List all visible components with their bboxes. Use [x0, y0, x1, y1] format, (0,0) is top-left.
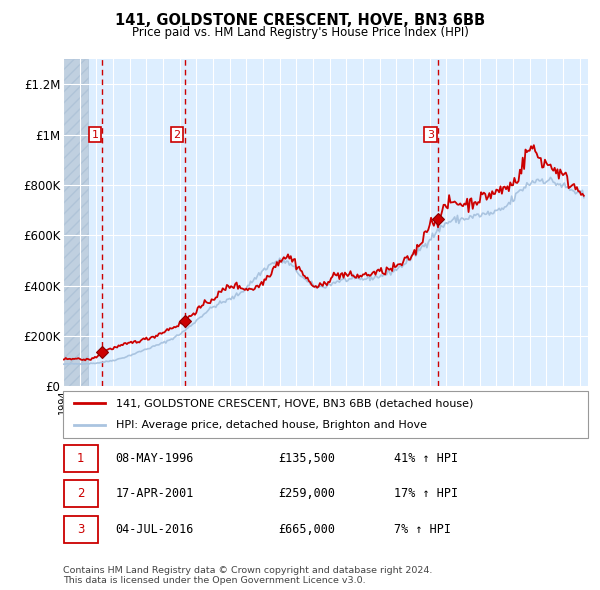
Text: 1: 1 [77, 452, 85, 465]
Text: Contains HM Land Registry data © Crown copyright and database right 2024.
This d: Contains HM Land Registry data © Crown c… [63, 566, 433, 585]
Text: 141, GOLDSTONE CRESCENT, HOVE, BN3 6BB (detached house): 141, GOLDSTONE CRESCENT, HOVE, BN3 6BB (… [115, 398, 473, 408]
Text: 41% ↑ HPI: 41% ↑ HPI [394, 452, 458, 465]
Text: 17-APR-2001: 17-APR-2001 [115, 487, 194, 500]
Bar [64, 480, 98, 507]
Text: 17% ↑ HPI: 17% ↑ HPI [394, 487, 458, 500]
Text: 141, GOLDSTONE CRESCENT, HOVE, BN3 6BB: 141, GOLDSTONE CRESCENT, HOVE, BN3 6BB [115, 13, 485, 28]
Text: £135,500: £135,500 [278, 452, 335, 465]
Text: 2: 2 [173, 130, 181, 140]
Text: HPI: Average price, detached house, Brighton and Hove: HPI: Average price, detached house, Brig… [115, 420, 427, 430]
Text: £665,000: £665,000 [278, 523, 335, 536]
Text: 7% ↑ HPI: 7% ↑ HPI [394, 523, 451, 536]
Text: £259,000: £259,000 [278, 487, 335, 500]
Text: 04-JUL-2016: 04-JUL-2016 [115, 523, 194, 536]
Text: 08-MAY-1996: 08-MAY-1996 [115, 452, 194, 465]
Bar [64, 445, 98, 472]
Text: Price paid vs. HM Land Registry's House Price Index (HPI): Price paid vs. HM Land Registry's House … [131, 26, 469, 39]
Text: 3: 3 [427, 130, 434, 140]
Text: 1: 1 [91, 130, 98, 140]
Bar [63, 59, 88, 386]
Bar [64, 516, 98, 543]
Text: 2: 2 [77, 487, 85, 500]
Text: 3: 3 [77, 523, 85, 536]
